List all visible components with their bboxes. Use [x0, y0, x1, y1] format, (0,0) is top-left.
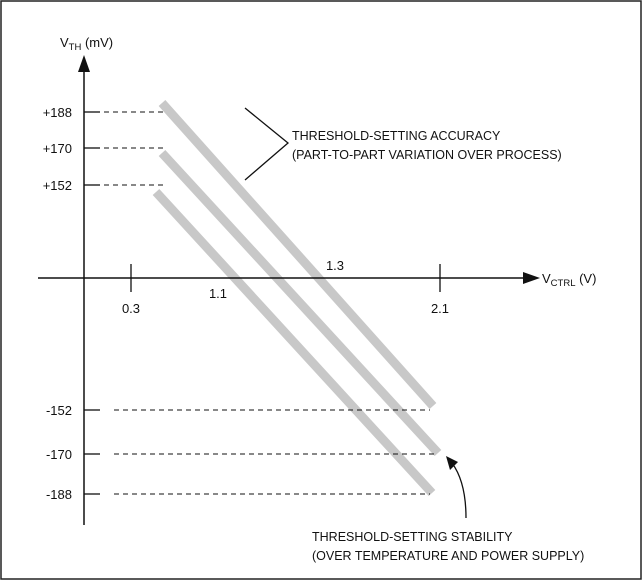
y-tick-label: -170 [46, 447, 72, 462]
y-axis-title-sub: TH [69, 42, 82, 53]
x-tick-label: 0.3 [122, 301, 140, 316]
y-axis-title-main: V [60, 35, 69, 50]
y-tick-label: +170 [43, 141, 72, 156]
x-tick-label: 1.1 [209, 286, 227, 301]
y-tick-label: -152 [46, 403, 72, 418]
accuracy-label-line1: THRESHOLD-SETTING ACCURACY [292, 129, 501, 143]
y-axis-title: VTH (mV) [60, 35, 113, 53]
y-axis-title-unit: (mV) [81, 35, 113, 50]
x-axis-title-main: V [542, 271, 551, 286]
lower-threshold-band [152, 188, 436, 497]
y-tick-label: +188 [43, 105, 72, 120]
stability-label-line1: THRESHOLD-SETTING STABILITY [312, 530, 513, 544]
x-axis-title-sub: CTRL [551, 278, 576, 289]
stability-label-line2: (OVER TEMPERATURE AND POWER SUPPLY) [312, 549, 584, 563]
y-tick-label: +152 [43, 178, 72, 193]
accuracy-pointer [244, 107, 290, 181]
x-axis-title: VCTRL (V) [542, 271, 596, 289]
upper-threshold-band [158, 100, 437, 409]
stability-pointer-arrowhead [446, 456, 458, 470]
stability-pointer [451, 462, 467, 519]
x-axis-arrow [523, 272, 540, 284]
accuracy-label-line2: (PART-TO-PART VARIATION OVER PROCESS) [292, 148, 562, 162]
y-tick-label: -188 [46, 487, 72, 502]
y-axis-arrow [78, 55, 90, 72]
nominal-threshold-band [158, 149, 442, 457]
x-tick-label: 2.1 [431, 301, 449, 316]
x-axis-title-unit: (V) [575, 271, 596, 286]
x-tick-label: 1.3 [326, 258, 344, 273]
